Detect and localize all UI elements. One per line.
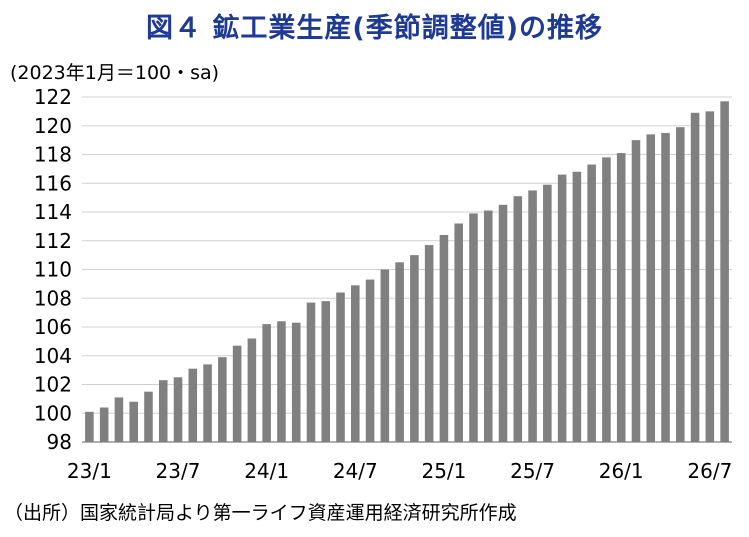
bar-25-11 bbox=[587, 164, 596, 442]
bar-25-12 bbox=[602, 157, 611, 442]
bar-25-6 bbox=[513, 196, 523, 442]
bar-23-3 bbox=[114, 397, 124, 442]
bar-23-6 bbox=[158, 380, 168, 442]
bar-23-4 bbox=[129, 401, 138, 442]
bar-25-5 bbox=[498, 204, 508, 442]
y-tick-label: 110 bbox=[34, 258, 72, 282]
y-tick-label: 118 bbox=[34, 143, 72, 167]
chart-title: 図４ 鉱工業生産(季節調整値)の推移 bbox=[145, 13, 604, 44]
bar-25-8 bbox=[543, 184, 552, 442]
source-note: （出所）国家統計局より第一ライフ資産運用経済研究所作成 bbox=[4, 502, 517, 524]
bar-25-1 bbox=[439, 235, 449, 442]
y-tick-labels: 98 100 102 104 106 108 110 112 114 116 118 120 122 bbox=[34, 85, 72, 454]
bar-25-7 bbox=[528, 190, 537, 442]
unit-label: (2023年1月＝100・sa) bbox=[10, 62, 220, 84]
bar-26-5 bbox=[676, 127, 685, 442]
bar-23-2 bbox=[99, 407, 109, 442]
bar-23-11 bbox=[232, 345, 242, 442]
bar-24-7 bbox=[351, 285, 360, 442]
bar-26-6 bbox=[690, 112, 700, 442]
bar-26-2 bbox=[631, 140, 641, 442]
bar-23-5 bbox=[144, 391, 153, 442]
bar-26-3 bbox=[646, 134, 656, 442]
x-tick-label: 26/1 bbox=[599, 459, 644, 483]
x-tick-label: 25/1 bbox=[421, 459, 466, 483]
y-tick-label: 108 bbox=[34, 286, 72, 310]
bar-24-6 bbox=[336, 292, 345, 442]
bar-24-2 bbox=[277, 321, 286, 442]
bar-24-11 bbox=[410, 255, 419, 442]
y-tick-label: 120 bbox=[34, 114, 72, 138]
y-tick-label: 116 bbox=[34, 171, 72, 195]
bar-24-8 bbox=[365, 279, 375, 442]
x-tick-label: 24/1 bbox=[244, 459, 289, 483]
bar-24-10 bbox=[395, 262, 404, 442]
bar-24-1 bbox=[262, 324, 271, 442]
bar-24-4 bbox=[306, 302, 316, 442]
bar-26-4 bbox=[661, 132, 670, 442]
bar-26-1 bbox=[616, 153, 626, 442]
bar-24-5 bbox=[321, 301, 331, 442]
x-tick-label: 23/1 bbox=[67, 459, 112, 483]
bar-24-9 bbox=[380, 269, 390, 442]
bar-23-9 bbox=[203, 364, 212, 442]
y-tick-label: 106 bbox=[34, 315, 72, 339]
x-tick-label: 25/7 bbox=[510, 459, 555, 483]
bar-26-8 bbox=[720, 101, 729, 442]
bar-24-12 bbox=[424, 245, 434, 442]
y-tick-label: 122 bbox=[34, 85, 72, 109]
bar-25-4 bbox=[483, 210, 493, 442]
x-tick-label: 23/7 bbox=[156, 459, 201, 483]
bar-23-10 bbox=[218, 357, 227, 442]
x-tick-label: 26/7 bbox=[687, 459, 732, 483]
bar-26-7 bbox=[705, 111, 715, 442]
bar-23-1 bbox=[85, 411, 94, 442]
y-tick-label: 98 bbox=[47, 430, 72, 454]
bars bbox=[85, 101, 729, 442]
bar-23-7 bbox=[173, 377, 183, 442]
bar-25-9 bbox=[557, 174, 567, 442]
y-tick-label: 114 bbox=[34, 200, 72, 224]
y-tick-label: 100 bbox=[34, 401, 72, 425]
bar-25-2 bbox=[454, 223, 463, 442]
y-tick-label: 102 bbox=[34, 373, 72, 397]
y-tick-label: 104 bbox=[34, 344, 72, 368]
bar-25-10 bbox=[572, 171, 582, 442]
bar-23-8 bbox=[188, 368, 198, 442]
bar-25-3 bbox=[469, 213, 478, 442]
x-tick-label: 24/7 bbox=[333, 459, 378, 483]
x-tick-labels: 23/1 23/7 24/1 24/7 25/1 25/7 26/1 26/7 bbox=[67, 459, 732, 483]
bar-23-12 bbox=[247, 338, 257, 442]
y-tick-label: 112 bbox=[34, 229, 72, 253]
bar-24-3 bbox=[291, 322, 301, 442]
